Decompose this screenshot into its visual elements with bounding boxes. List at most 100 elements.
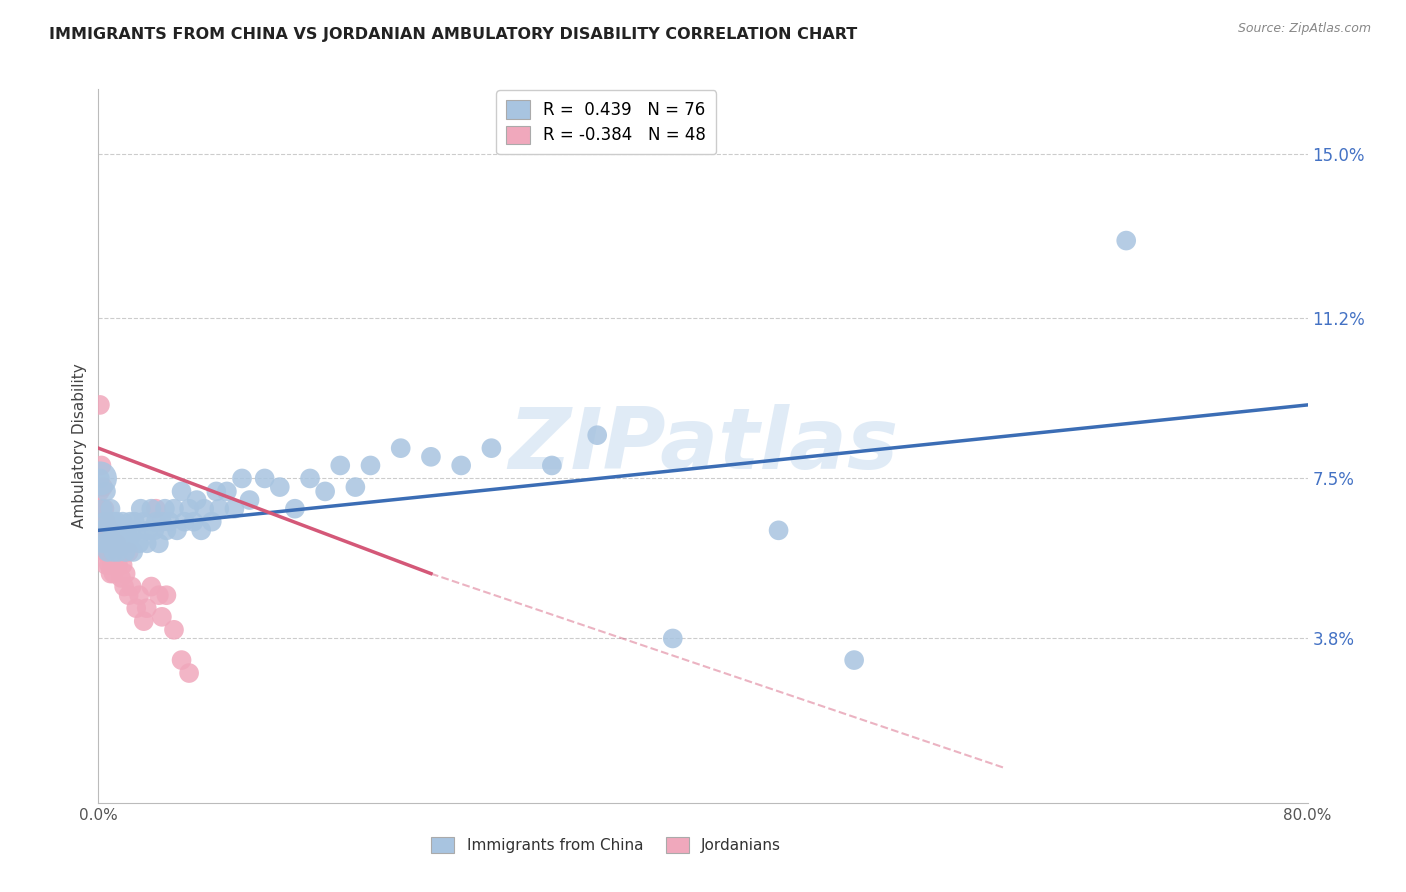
Point bbox=[108, 545, 131, 559]
Point bbox=[124, 515, 146, 529]
Point bbox=[90, 527, 112, 541]
Point bbox=[128, 536, 150, 550]
Point bbox=[1115, 234, 1137, 248]
Point bbox=[100, 545, 122, 559]
Point bbox=[121, 580, 143, 594]
Point bbox=[173, 515, 195, 529]
Point bbox=[89, 471, 111, 485]
Point bbox=[105, 536, 128, 550]
Point bbox=[94, 515, 117, 529]
Point bbox=[208, 501, 231, 516]
Point bbox=[481, 441, 503, 455]
Point bbox=[101, 558, 124, 572]
Point bbox=[163, 623, 186, 637]
Point bbox=[91, 501, 114, 516]
Point bbox=[118, 588, 141, 602]
Point bbox=[205, 484, 228, 499]
Point bbox=[153, 501, 176, 516]
Point bbox=[118, 545, 141, 559]
Point bbox=[103, 545, 125, 559]
Point bbox=[94, 484, 117, 499]
Point bbox=[89, 471, 111, 485]
Point bbox=[170, 653, 193, 667]
Point bbox=[128, 588, 150, 602]
Point bbox=[93, 527, 115, 541]
Point bbox=[118, 536, 141, 550]
Point bbox=[112, 580, 135, 594]
Point bbox=[145, 501, 167, 516]
Point bbox=[136, 524, 159, 538]
Point bbox=[141, 501, 163, 516]
Point bbox=[98, 558, 121, 572]
Point bbox=[141, 580, 163, 594]
Point bbox=[94, 536, 117, 550]
Point bbox=[193, 501, 215, 516]
Point bbox=[98, 515, 121, 529]
Point bbox=[135, 601, 157, 615]
Point bbox=[114, 566, 136, 581]
Point bbox=[89, 484, 111, 499]
Point bbox=[420, 450, 443, 464]
Point bbox=[231, 471, 253, 485]
Point bbox=[148, 536, 170, 550]
Point bbox=[100, 536, 122, 550]
Point bbox=[98, 536, 121, 550]
Point bbox=[132, 614, 155, 628]
Point bbox=[159, 515, 181, 529]
Point bbox=[107, 545, 129, 559]
Point bbox=[101, 524, 124, 538]
Point bbox=[90, 524, 112, 538]
Point bbox=[125, 524, 148, 538]
Point bbox=[114, 545, 136, 559]
Point bbox=[163, 501, 186, 516]
Point bbox=[110, 571, 132, 585]
Point bbox=[120, 515, 142, 529]
Point bbox=[112, 527, 135, 541]
Point bbox=[111, 515, 134, 529]
Text: Source: ZipAtlas.com: Source: ZipAtlas.com bbox=[1237, 22, 1371, 36]
Point bbox=[201, 515, 224, 529]
Point bbox=[145, 515, 167, 529]
Point bbox=[96, 524, 118, 538]
Point bbox=[103, 515, 125, 529]
Point bbox=[101, 536, 124, 550]
Point bbox=[314, 484, 336, 499]
Point bbox=[96, 545, 118, 559]
Point bbox=[190, 524, 212, 538]
Point bbox=[100, 566, 122, 581]
Point bbox=[104, 536, 127, 550]
Point bbox=[96, 545, 118, 559]
Point bbox=[586, 428, 609, 442]
Point bbox=[132, 515, 155, 529]
Text: IMMIGRANTS FROM CHINA VS JORDANIAN AMBULATORY DISABILITY CORRELATION CHART: IMMIGRANTS FROM CHINA VS JORDANIAN AMBUL… bbox=[49, 27, 858, 42]
Point bbox=[105, 515, 128, 529]
Point bbox=[90, 501, 112, 516]
Point bbox=[107, 558, 129, 572]
Point bbox=[103, 545, 125, 559]
Point bbox=[150, 515, 173, 529]
Point bbox=[540, 458, 562, 473]
Point bbox=[111, 558, 134, 572]
Point bbox=[179, 501, 201, 516]
Point bbox=[94, 536, 117, 550]
Point bbox=[215, 484, 238, 499]
Point bbox=[360, 458, 382, 473]
Point bbox=[166, 524, 188, 538]
Point bbox=[661, 632, 683, 646]
Point bbox=[179, 666, 201, 681]
Point bbox=[329, 458, 352, 473]
Y-axis label: Ambulatory Disability: Ambulatory Disability bbox=[72, 364, 87, 528]
Point bbox=[239, 493, 262, 508]
Point bbox=[768, 524, 790, 538]
Point bbox=[91, 536, 114, 550]
Point bbox=[253, 471, 276, 485]
Point bbox=[91, 515, 114, 529]
Point bbox=[450, 458, 472, 473]
Legend: Immigrants from China, Jordanians: Immigrants from China, Jordanians bbox=[425, 831, 787, 859]
Point bbox=[89, 398, 111, 412]
Point bbox=[299, 471, 322, 485]
Point bbox=[90, 458, 112, 473]
Point bbox=[93, 545, 115, 559]
Point bbox=[122, 545, 145, 559]
Point bbox=[110, 536, 132, 550]
